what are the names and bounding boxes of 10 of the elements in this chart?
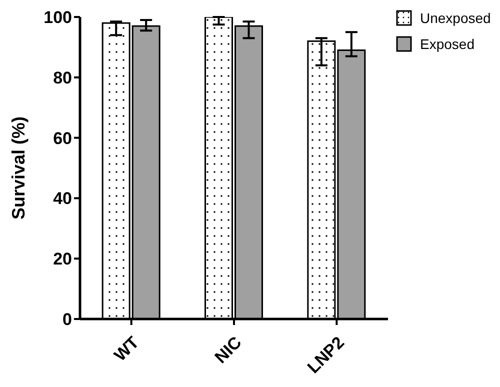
y-axis-title: Survival (%) (8, 116, 28, 220)
y-tick-label: 40 (53, 189, 72, 208)
y-tick-label: 20 (53, 250, 72, 269)
y-tick-label: 100 (44, 8, 72, 28)
y-tick-label: 60 (53, 128, 72, 148)
x-tick-label: NIC (211, 332, 246, 368)
legend: Unexposed Exposed (396, 10, 491, 62)
x-tick-label: WT (110, 332, 144, 366)
y-tick-label: 0 (62, 310, 72, 330)
y-tick-label: 80 (53, 68, 72, 88)
